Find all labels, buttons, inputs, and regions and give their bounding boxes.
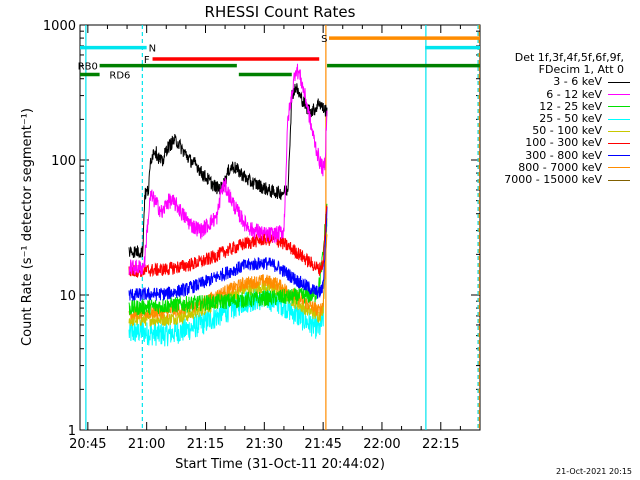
legend-entry: 800 - 7000 keV [484,160,634,174]
legend-entry-label: 50 - 100 keV [532,124,602,138]
flag-bar-label: F [144,55,150,66]
legend-entry-label: 100 - 300 keV [525,136,602,150]
legend-entry-label: 25 - 50 keV [539,111,602,125]
flag-bar-label: N [149,44,156,55]
x-tick-label: 21:15 [187,437,224,452]
timestamp: 21-Oct-2021 20:15 [556,467,632,476]
legend-entry: 100 - 300 keV [484,137,634,149]
x-tick-label: 20:45 [69,437,106,452]
legend-swatch [608,155,630,157]
vertical-markers [85,25,480,430]
legend-entry: 50 - 100 keV [484,124,634,138]
x-tick-label: 21:45 [304,437,341,452]
legend-swatch [608,118,630,120]
legend-entry-label: 12 - 25 keV [539,99,602,113]
series-lines [128,63,328,347]
y-tick-label: 1000 [43,19,76,34]
legend-entry-label: 800 - 7000 keV [518,160,602,174]
y-tick-label: 100 [51,154,76,169]
legend-swatch [608,142,630,144]
legend-swatch [608,82,630,83]
legend-entry: 6 - 12 keV [484,87,634,101]
series-line-100-300-kev [128,205,328,278]
series-line-12-25-kev [128,203,328,316]
legend-entry: 300 - 800 keV [484,148,634,162]
series-line-300-800-kev [128,206,328,301]
legend-entry-label: 6 - 12 keV [546,87,602,101]
flag-bar-label: S [321,34,327,45]
legend-swatch [608,106,630,108]
y-tick-label: 10 [59,289,76,304]
series-line-6-12-kev [128,63,328,276]
x-tick-label: 21:30 [246,437,283,452]
legend-entry: 25 - 50 keV [484,111,634,125]
legend-swatch [608,179,630,181]
legend-entry: 7000 - 15000 keV [484,172,634,186]
flag-bars: NF RB0 RD6 S [78,34,480,81]
legend: Det 1f,3f,4f,5f,6f,9f, FDecim 1, Att 0 3… [484,51,634,186]
axis-ticks: 20:45 21:00 21:15 21:30 21:45 22:00 22:15 1 10 10… [43,19,480,452]
x-tick-label: 21:00 [128,437,165,452]
flag-bar-label: RB0 [78,62,98,73]
legend-entry: 3 - 6 keV [484,76,634,88]
legend-swatch [608,130,630,132]
x-tick-label: 22:15 [422,437,459,452]
flag-bar-label: RD6 [109,70,130,81]
x-tick-label: 22:00 [363,437,400,452]
series-line-3-6-kev [128,83,328,259]
legend-entry-label: 3 - 6 keV [553,75,602,89]
x-axis-label: Start Time (31-Oct-11 20:44:02) [175,457,385,472]
chart-title: RHESSI Count Rates [205,3,356,21]
series-line-25-50-kev [128,218,328,347]
legend-swatch [608,94,630,96]
plot-frame [79,24,481,431]
legend-header-line-2: FDecim 1, Att 0 [538,63,624,77]
legend-entry: 12 - 25 keV [484,99,634,113]
y-tick-label: 1 [68,424,76,439]
y-axis-label: Count Rate (s⁻¹ detector segment⁻¹) [20,108,35,346]
legend-entry-label: 7000 - 15000 keV [504,172,602,186]
legend-swatch [608,167,630,169]
legend-header-line-1: Det 1f,3f,4f,5f,6f,9f, [514,51,624,64]
legend-entry-label: 300 - 800 keV [525,148,602,162]
